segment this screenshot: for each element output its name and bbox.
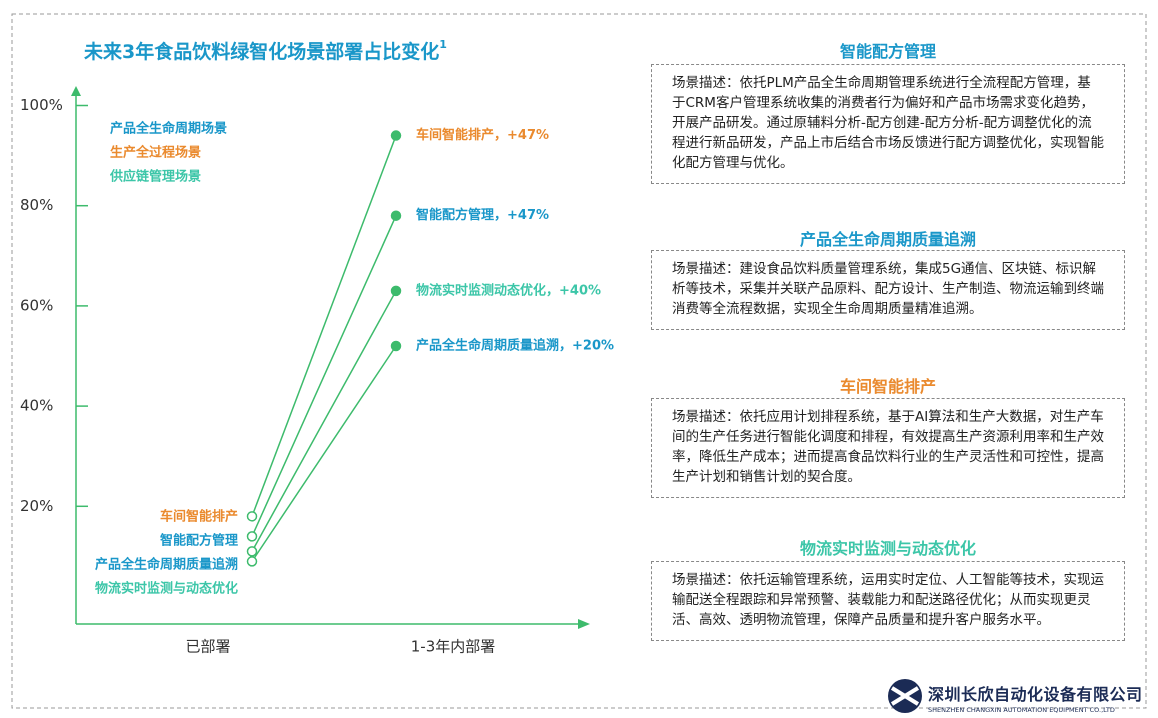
series-line bbox=[251, 215, 397, 537]
y-tick-label: 20% bbox=[20, 497, 53, 515]
data-point bbox=[390, 210, 402, 221]
data-point bbox=[390, 285, 402, 297]
panel-text: 场景描述：依托运输管理系统，运用实时定位、人工智能等技术，实现运输配送全程跟踪和… bbox=[651, 561, 1125, 641]
logo bbox=[888, 679, 922, 713]
company-name-en: SHENZHEN CHANGXIN AUTOMATION EQUIPMENT C… bbox=[928, 706, 1115, 714]
company-name: 深圳长欣自动化设备有限公司 bbox=[928, 685, 1143, 704]
y-tick-label: 100% bbox=[20, 96, 63, 114]
end-label: 车间智能排产，+47% bbox=[416, 127, 549, 143]
legend-label: 产品全生命周期场景 bbox=[110, 121, 227, 137]
series-line bbox=[251, 290, 397, 552]
end-label: 产品全生命周期质量追溯，+20% bbox=[416, 337, 614, 353]
panel-text: 场景描述：依托PLM产品全生命周期管理系统进行全流程配方管理，基于CRM客户管理… bbox=[651, 64, 1125, 184]
panel-title: 智能配方管理 bbox=[839, 42, 936, 61]
data-point bbox=[390, 340, 402, 352]
title-note: 1 bbox=[439, 38, 447, 51]
y-tick-label: 80% bbox=[20, 196, 53, 214]
start-label: 产品全生命周期质量追溯 bbox=[95, 557, 238, 573]
panel-title: 产品全生命周期质量追溯 bbox=[799, 230, 976, 249]
series-line bbox=[251, 345, 397, 562]
data-point bbox=[246, 556, 258, 567]
chart-title: 未来3年食品饮料绿智化场景部署占比变化1 bbox=[83, 38, 447, 63]
panel-text: 场景描述：建设食品饮料质量管理系统，集成5G通信、区块链、标识解析等技术，采集并… bbox=[651, 250, 1125, 330]
data-point bbox=[390, 130, 402, 141]
start-label: 智能配方管理 bbox=[160, 533, 238, 549]
end-label: 物流实时监测动态优化，+40% bbox=[416, 282, 601, 298]
title-text: 未来3年食品饮料绿智化场景部署占比变化 bbox=[83, 40, 439, 63]
data-point bbox=[246, 546, 258, 557]
end-label: 智能配方管理，+47% bbox=[416, 207, 549, 223]
x-tick-label: 已部署 bbox=[185, 638, 230, 656]
y-tick-label: 40% bbox=[20, 397, 53, 415]
y-tick-label: 60% bbox=[20, 296, 53, 314]
series-line bbox=[251, 135, 397, 517]
x-axis-arrow bbox=[578, 619, 590, 629]
panel-title: 物流实时监测与动态优化 bbox=[799, 539, 976, 558]
data-point bbox=[246, 511, 258, 522]
panel-text: 场景描述：依托应用计划排程系统，基于AI算法和生产大数据，对生产车间的生产任务进… bbox=[651, 398, 1125, 498]
legend-label: 生产全过程场景 bbox=[110, 145, 201, 161]
footer: 深圳长欣自动化设备有限公司 SHENZHEN CHANGXIN AUTOMATI… bbox=[928, 681, 1143, 714]
y-axis-arrow bbox=[71, 86, 81, 96]
panel-title: 车间智能排产 bbox=[839, 377, 936, 396]
page-border bbox=[11, 13, 1147, 709]
start-label: 物流实时监测与动态优化 bbox=[95, 581, 238, 597]
x-tick-label: 1-3年内部署 bbox=[411, 638, 496, 656]
data-point bbox=[246, 531, 258, 542]
legend-label: 供应链管理场景 bbox=[109, 169, 201, 185]
start-label: 车间智能排产 bbox=[160, 509, 238, 525]
